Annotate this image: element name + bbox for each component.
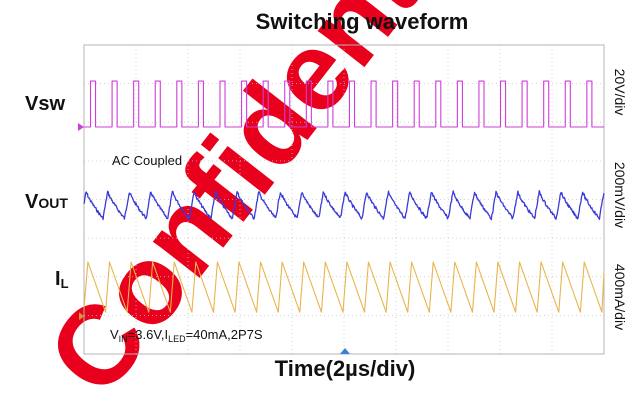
il-channel-marker <box>79 312 84 321</box>
il-label: IL <box>55 268 69 291</box>
confidential-watermark: Confidential <box>23 0 520 409</box>
vout-scale-label: 200mV/div <box>612 162 628 228</box>
vsw-label: Vsw <box>25 93 65 115</box>
chart-title: Switching waveform <box>256 9 469 34</box>
vout-trace <box>83 189 605 221</box>
vout-label: VOUT <box>25 191 68 213</box>
vsw-trace <box>84 80 604 128</box>
x-axis-label: Time(2µs/div) <box>275 356 416 381</box>
il-trace <box>83 261 605 313</box>
conditions-annotation: VIN=3.6V,ILED=40mA,2P7S <box>110 327 263 344</box>
trigger-position-marker <box>340 348 350 354</box>
traces-group <box>83 80 605 313</box>
watermark-text: Confidential <box>23 0 520 409</box>
vsw-scale-label: 20V/div <box>612 69 628 116</box>
il-scale-label: 400mA/div <box>612 264 628 330</box>
coupling-annotation: AC Coupled <box>112 153 182 168</box>
vsw-channel-marker <box>78 123 84 131</box>
